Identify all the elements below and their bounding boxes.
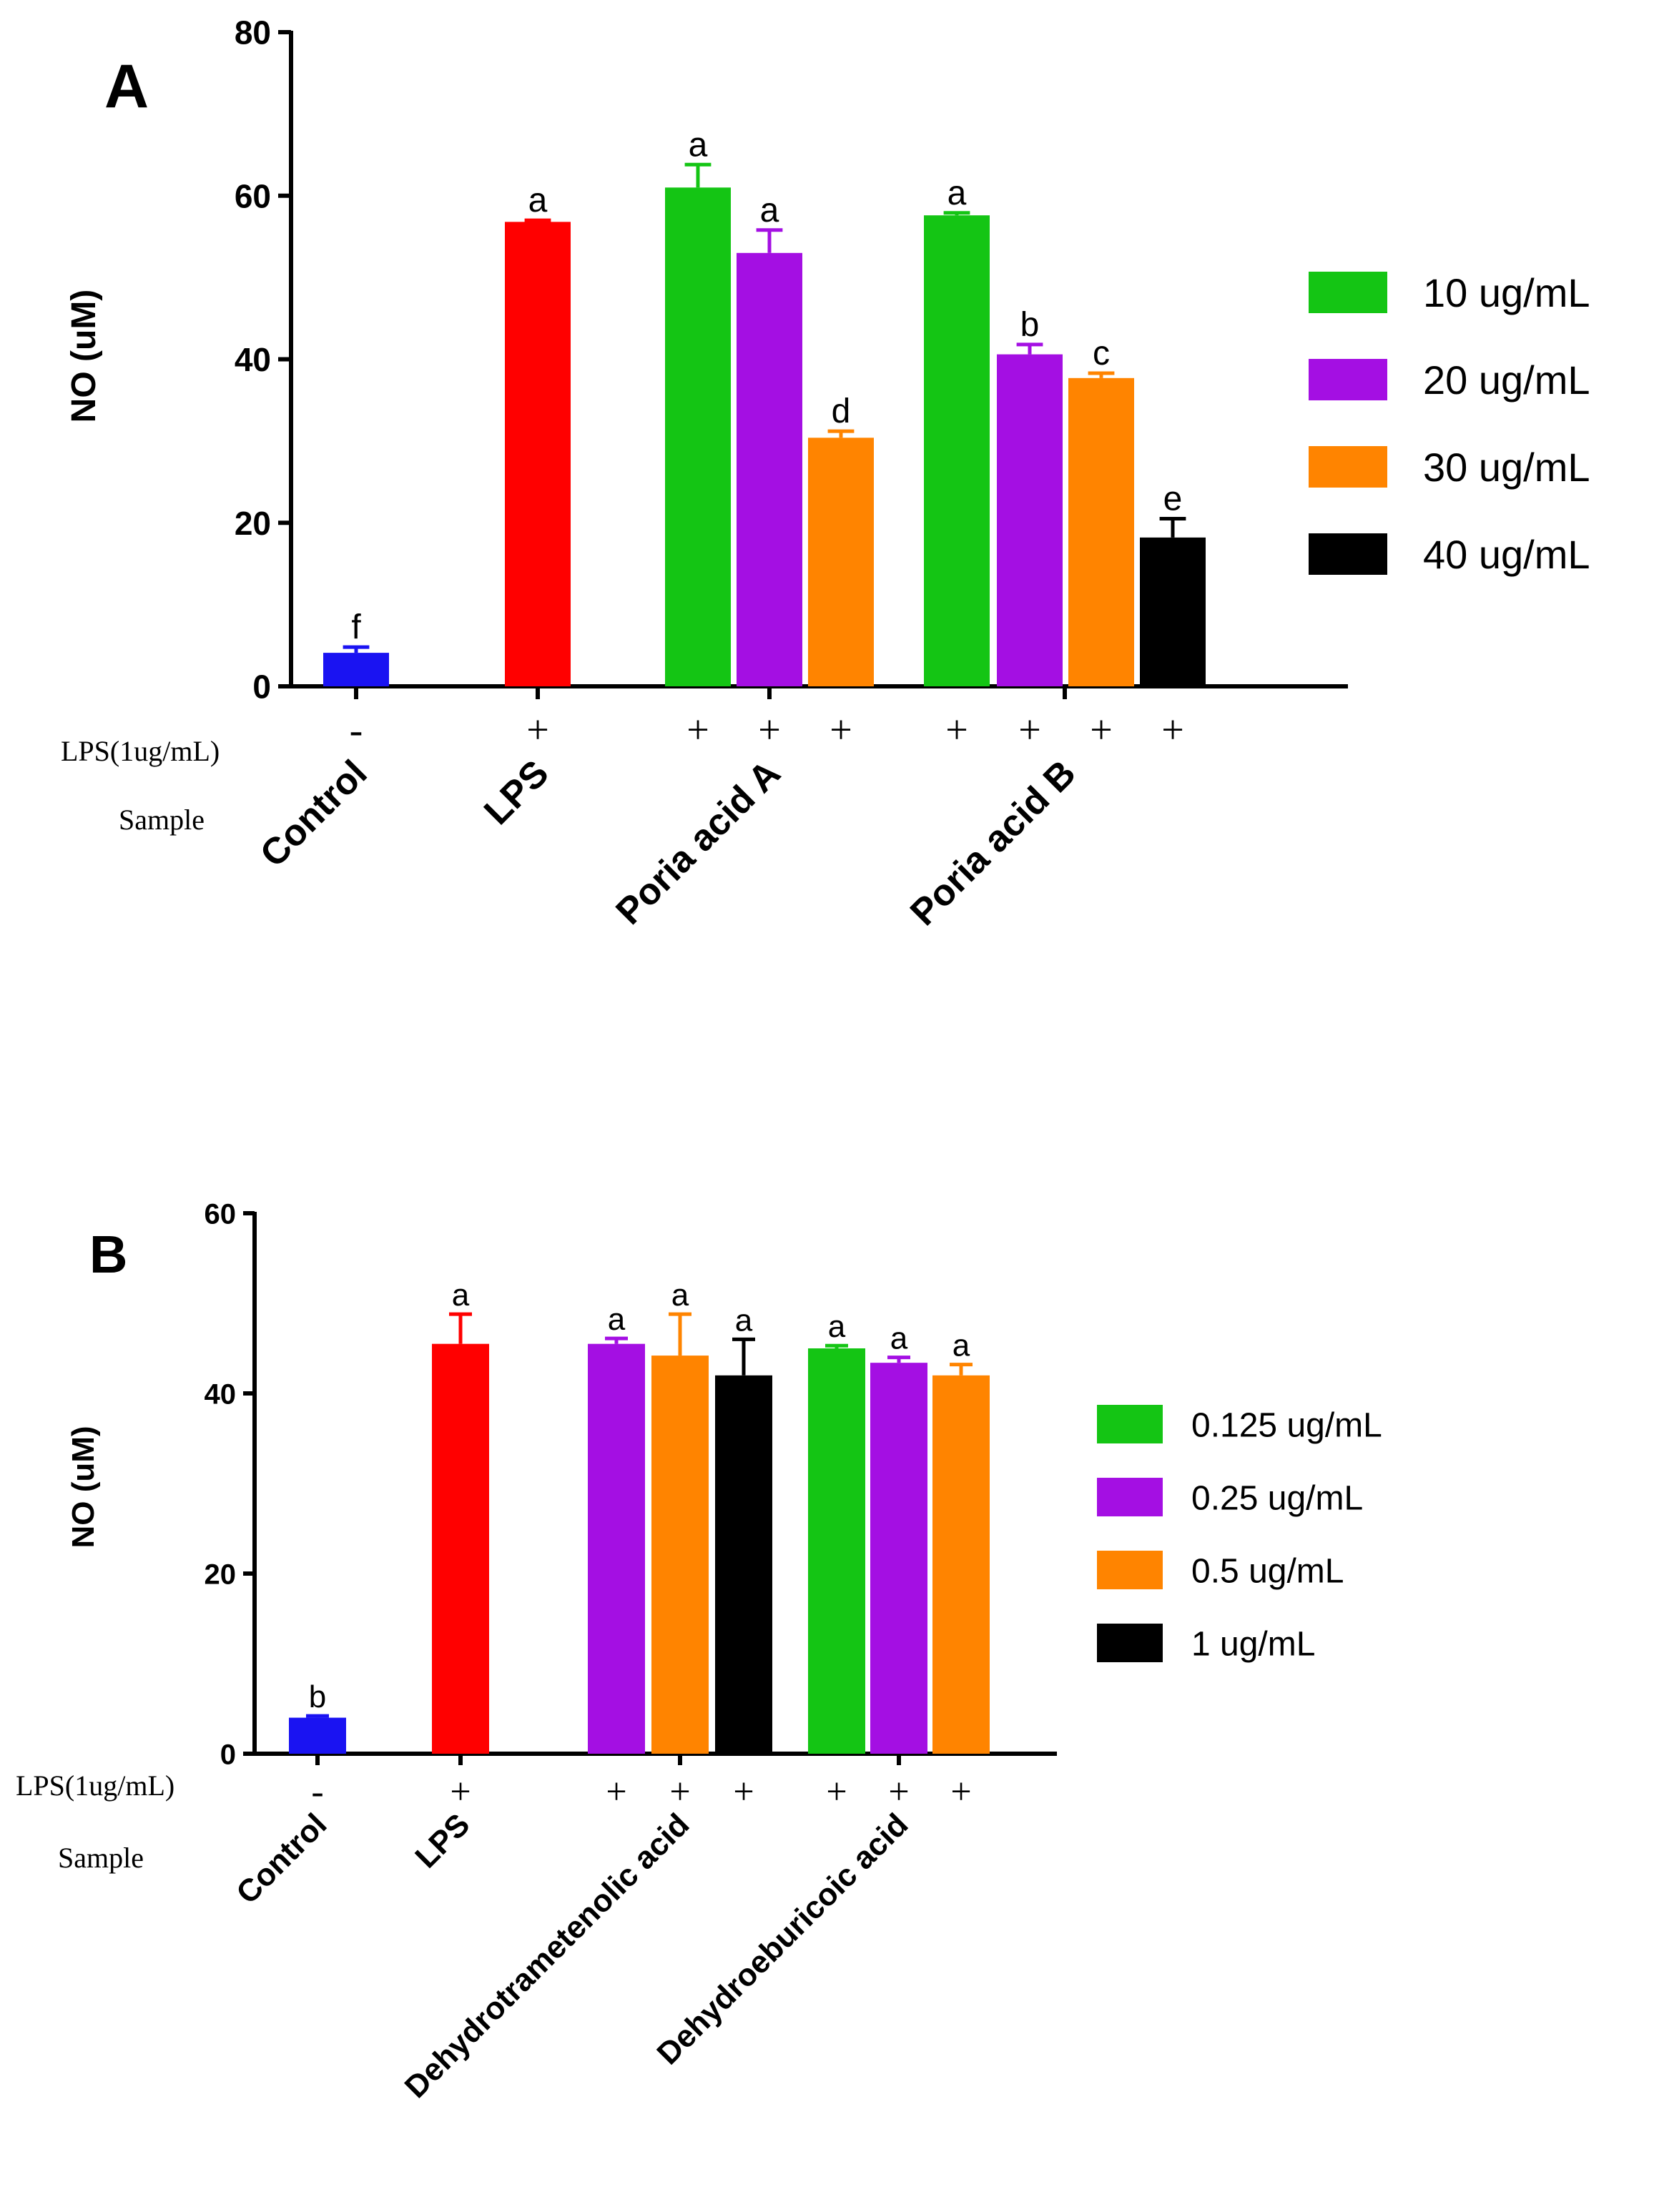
- significance-letter: a: [689, 126, 708, 164]
- significance-letter: c: [1093, 335, 1110, 372]
- bar: [651, 1356, 709, 1754]
- y-tick-label: 60: [235, 177, 271, 214]
- bar: [737, 252, 802, 686]
- y-tick-label: 40: [205, 1378, 237, 1410]
- significance-letter: a: [528, 182, 548, 219]
- legend-label: 0.25 ug/mL: [1191, 1479, 1363, 1517]
- significance-letter: e: [1163, 480, 1183, 518]
- legend-swatch: [1309, 533, 1387, 575]
- y-tick-label: 20: [205, 1559, 237, 1590]
- lps-sign: -: [350, 708, 363, 753]
- significance-letter: a: [735, 1303, 753, 1338]
- lps-sign: +: [830, 708, 852, 753]
- significance-letter: a: [952, 1328, 970, 1363]
- bar: [665, 187, 731, 686]
- x-group-label: LPS: [408, 1807, 476, 1875]
- lps-sign: +: [686, 708, 709, 753]
- x-group-label: Control: [252, 752, 375, 875]
- x-group-label: Control: [230, 1807, 333, 1910]
- legend-swatch: [1097, 1478, 1163, 1516]
- legend-label: 0.5 ug/mL: [1191, 1552, 1344, 1590]
- bar: [1140, 537, 1206, 686]
- bar: [289, 1717, 346, 1754]
- lps-sign: +: [950, 1772, 971, 1812]
- lps-sign: +: [826, 1772, 847, 1812]
- significance-letter: a: [947, 174, 967, 212]
- bar: [588, 1343, 645, 1754]
- lps-sign: +: [606, 1772, 626, 1812]
- lps-row-label: LPS(1ug/mL): [16, 1769, 174, 1802]
- lps-sign: +: [1090, 708, 1113, 753]
- legend-label: 10 ug/mL: [1423, 270, 1590, 315]
- lps-sign: +: [888, 1772, 909, 1812]
- legend-swatch: [1097, 1405, 1163, 1443]
- x-group-label: Dehydroeburicoic acid: [650, 1807, 915, 2071]
- significance-letter: f: [351, 608, 361, 646]
- y-tick-label: 0: [252, 668, 271, 706]
- x-group-label: Poria acid B: [902, 752, 1084, 934]
- y-tick-label: 80: [235, 14, 271, 51]
- lps-sign: +: [526, 708, 549, 753]
- significance-letter: d: [832, 392, 851, 430]
- y-tick-label: 40: [235, 341, 271, 378]
- bar: [997, 354, 1063, 686]
- bar: [808, 438, 874, 686]
- bar: [715, 1375, 772, 1754]
- lps-sign: +: [1161, 708, 1184, 753]
- legend-swatch: [1309, 446, 1387, 488]
- bar: [505, 222, 571, 687]
- legend-swatch: [1097, 1551, 1163, 1589]
- y-axis-label: NO (uM): [66, 1426, 101, 1548]
- legend-label: 20 ug/mL: [1423, 357, 1590, 403]
- legend-swatch: [1097, 1624, 1163, 1662]
- y-tick-label: 20: [235, 505, 271, 542]
- significance-letter: b: [309, 1679, 326, 1714]
- panel-label: B: [89, 1225, 127, 1284]
- legend-label: 1 ug/mL: [1191, 1625, 1315, 1663]
- panel-b: B NO (uM) 0 20 40 60 LPS(1ug/mL) Sample b -Contro…: [16, 1198, 1382, 2105]
- bar: [924, 215, 990, 686]
- lps-row-label: LPS(1ug/mL): [61, 735, 220, 767]
- legend: 10 ug/mL 20 ug/mL 30 ug/mL 40 ug/mL: [1309, 270, 1590, 577]
- sample-row-label: Sample: [119, 804, 205, 836]
- legend-swatch: [1309, 359, 1387, 400]
- lps-sign: +: [450, 1772, 471, 1812]
- significance-letter: a: [828, 1309, 846, 1344]
- x-group-label: LPS: [476, 752, 557, 833]
- significance-letter: a: [760, 192, 779, 229]
- lps-sign: +: [1018, 708, 1041, 753]
- lps-sign: +: [945, 708, 968, 753]
- bar: [870, 1363, 927, 1754]
- legend-swatch: [1309, 272, 1387, 313]
- bar: [323, 653, 389, 686]
- legend-label: 0.125 ug/mL: [1191, 1406, 1382, 1444]
- significance-letter: a: [671, 1278, 689, 1313]
- bar: [808, 1348, 865, 1754]
- y-tick-label: 0: [220, 1739, 236, 1770]
- significance-letter: b: [1020, 306, 1040, 344]
- lps-sign: +: [669, 1772, 690, 1812]
- bar: [432, 1343, 489, 1754]
- y-tick-label: 60: [205, 1198, 237, 1230]
- panel-label: A: [104, 52, 149, 121]
- bar: [932, 1375, 990, 1754]
- legend-label: 40 ug/mL: [1423, 532, 1590, 577]
- lps-sign: +: [758, 708, 781, 753]
- significance-letter: a: [452, 1278, 470, 1313]
- x-group-label: Poria acid A: [609, 752, 789, 932]
- significance-letter: a: [890, 1321, 908, 1356]
- y-axis-label: NO (uM): [65, 290, 103, 423]
- lps-sign: -: [311, 1772, 323, 1812]
- sample-row-label: Sample: [58, 1842, 144, 1874]
- bar: [1068, 377, 1134, 686]
- lps-sign: +: [733, 1772, 754, 1812]
- legend: 0.125 ug/mL 0.25 ug/mL 0.5 ug/mL 1 ug/mL: [1097, 1405, 1382, 1663]
- panel-a: A NO (uM) 0 20 40 60 80 LPS(1ug/mL) Sample f -Cont…: [61, 14, 1590, 934]
- legend-label: 30 ug/mL: [1423, 445, 1590, 490]
- significance-letter: a: [608, 1302, 626, 1337]
